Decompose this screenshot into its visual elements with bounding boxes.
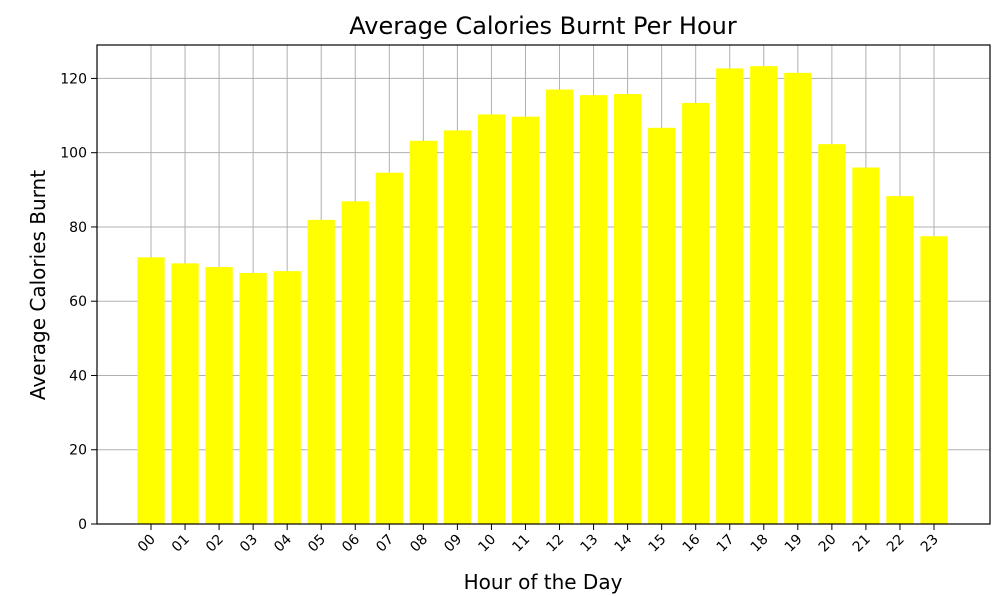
x-tick-label-17: 17 (714, 532, 738, 556)
bar-06 (341, 201, 369, 524)
bars (137, 66, 948, 525)
x-axis-ticks: 00 01 02 03 04 05 06 07 08 09 10 11 12 13 14 15 16 17 18 19… (135, 524, 942, 555)
x-tick-label-07: 07 (373, 532, 397, 556)
bar-08 (409, 140, 437, 525)
x-tick-label-06: 06 (339, 531, 363, 555)
bar-00 (137, 257, 165, 524)
x-tick-label-14: 14 (612, 531, 636, 555)
bar-11 (511, 116, 540, 525)
y-tick-label: 0 (78, 517, 87, 533)
x-tick-label-10: 10 (475, 532, 499, 556)
x-tick-label-03: 03 (237, 532, 261, 556)
x-tick-label-04: 04 (271, 531, 295, 555)
bar-03 (239, 272, 267, 524)
y-tick-label: 20 (69, 443, 87, 459)
y-tick-label: 80 (69, 220, 87, 236)
bar-18 (750, 66, 778, 525)
x-tick-label-11: 11 (509, 532, 533, 556)
x-axis-label: Hour of the Day (464, 570, 623, 594)
bar-01 (171, 263, 199, 524)
x-tick-label-02: 02 (203, 532, 227, 556)
bar-16 (682, 102, 710, 524)
y-tick-label: 40 (69, 368, 87, 384)
bar-22 (886, 196, 914, 525)
y-tick-label: 120 (60, 71, 87, 87)
y-axis-ticks: 0 20 40 60 80 100 120 (60, 71, 97, 533)
bar-12 (545, 89, 574, 524)
bar-04 (273, 271, 301, 524)
bar-21 (852, 167, 880, 524)
bar-23 (920, 236, 948, 524)
x-tick-label-23: 23 (918, 532, 942, 556)
bar-10 (477, 114, 506, 524)
y-tick-label: 60 (69, 294, 87, 310)
x-tick-label-20: 20 (816, 532, 840, 556)
x-tick-label-05: 05 (305, 532, 329, 556)
bar-05 (307, 219, 335, 525)
y-axis-label: Average Calories Burnt (26, 170, 50, 400)
plot-frame (96, 44, 991, 525)
chart-title: Average Calories Burnt Per Hour (349, 12, 737, 40)
x-tick-label-15: 15 (646, 532, 670, 556)
bar-15 (648, 127, 676, 524)
x-tick-label-19: 19 (782, 532, 806, 556)
y-tick-label: 100 (60, 146, 87, 162)
bar-19 (784, 72, 812, 524)
x-tick-label-09: 09 (441, 532, 465, 556)
bar-13 (579, 95, 608, 525)
x-tick-label-00: 00 (135, 532, 159, 556)
bar-09 (443, 130, 472, 524)
x-tick-label-12: 12 (543, 532, 567, 556)
x-tick-label-13: 13 (577, 532, 601, 556)
bar-07 (375, 172, 403, 524)
bar-02 (205, 267, 233, 524)
x-tick-label-01: 01 (169, 532, 193, 556)
bar-14 (613, 94, 642, 525)
x-tick-label-16: 16 (680, 531, 704, 555)
x-tick-label-08: 08 (407, 532, 431, 556)
bar-20 (818, 144, 846, 525)
x-tick-label-21: 21 (850, 532, 874, 556)
bar-17 (716, 68, 744, 525)
x-tick-label-18: 18 (748, 532, 772, 556)
x-tick-label-22: 22 (884, 532, 908, 556)
